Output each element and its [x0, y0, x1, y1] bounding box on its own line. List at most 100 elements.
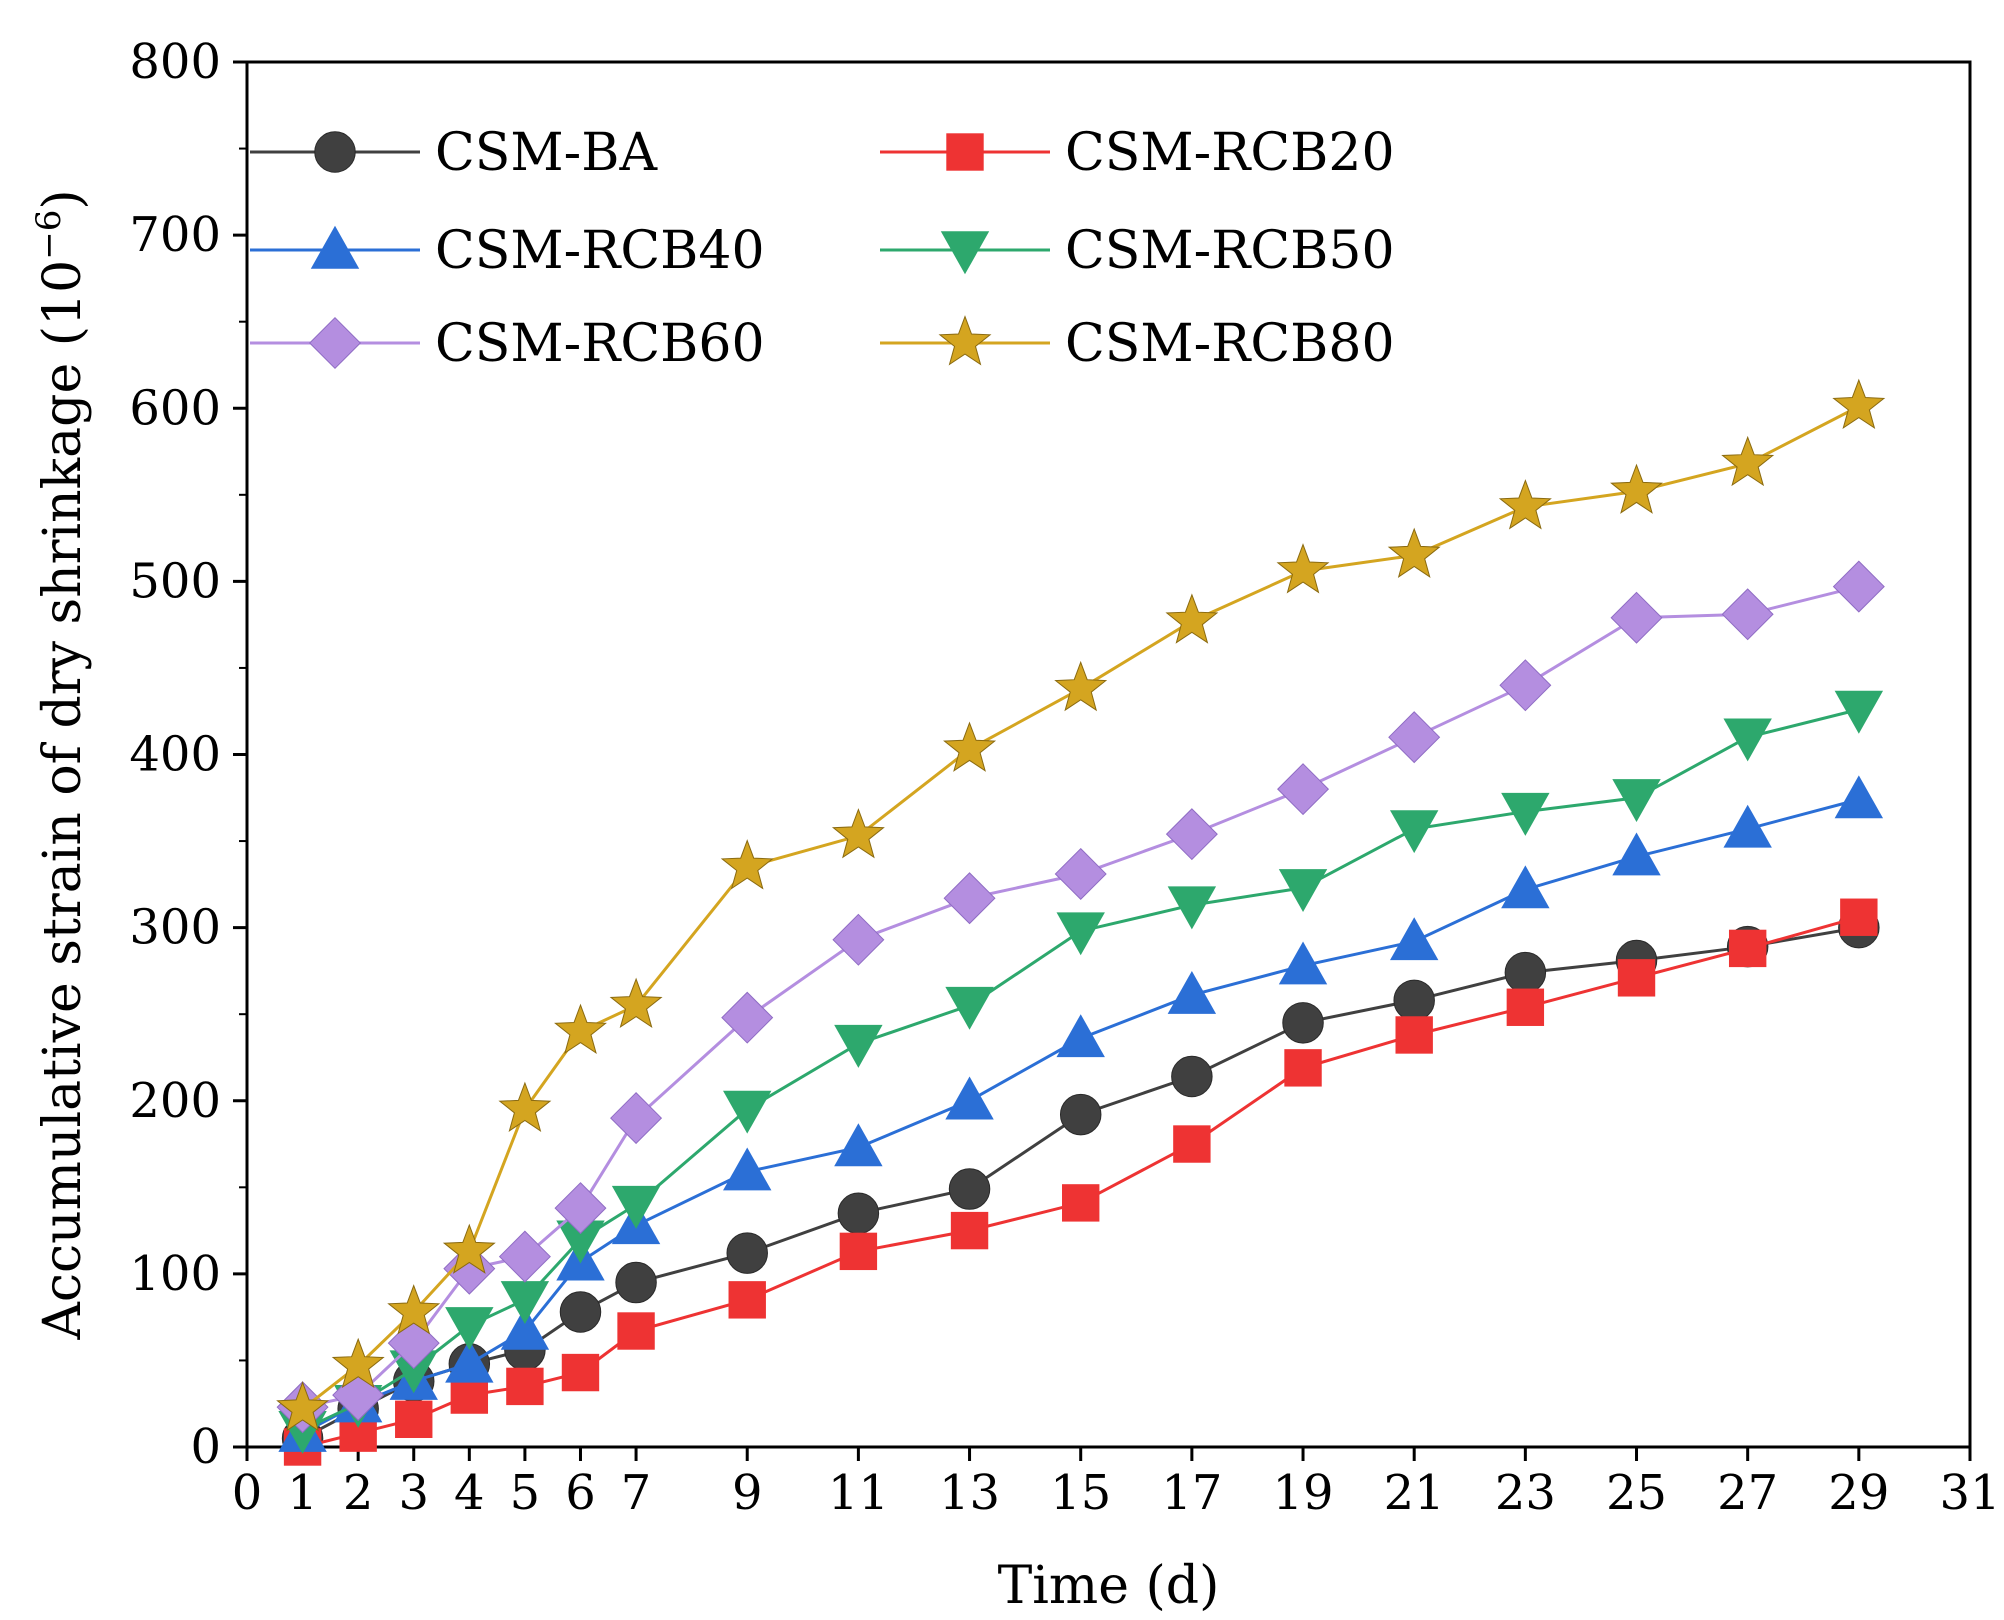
data-point [948, 1168, 991, 1210]
data-point [1504, 951, 1547, 994]
legend-marker [946, 133, 984, 171]
y-axis-title-close: ) [33, 189, 93, 209]
data-point [943, 872, 996, 925]
y-axis-title-main: Accumulative strain of dry shrinkage (10 [33, 260, 93, 1341]
data-point [1723, 804, 1772, 848]
data-point [445, 1339, 494, 1383]
data-point [1501, 792, 1550, 836]
y-tick-label: 0 [190, 1419, 221, 1475]
y-tick-label: 300 [129, 900, 221, 956]
x-axis-title: Time (d) [998, 1556, 1220, 1616]
data-point [1832, 560, 1885, 613]
x-tick-label: 3 [398, 1465, 429, 1521]
legend-marker [938, 315, 992, 366]
y-tick-label: 100 [129, 1246, 221, 1302]
data-point [1167, 970, 1217, 1014]
legend-marker [940, 231, 990, 275]
data-point [1276, 543, 1330, 594]
data-point [1612, 832, 1661, 876]
data-point [1278, 869, 1328, 913]
legend-item-csm-rcb60: CSM-RCB60 [250, 314, 765, 374]
x-tick-label: 21 [1384, 1465, 1445, 1521]
data-point [1056, 912, 1105, 956]
data-point [617, 1312, 655, 1350]
y-axis-title-superscript: −6 [29, 210, 69, 260]
legend: CSM-BA CSM-RCB20 CSM-RCB40 CSM-RCB50 CSM-RCB… [250, 123, 1395, 374]
data-point [945, 986, 994, 1030]
data-point [1387, 527, 1441, 578]
data-point [720, 839, 774, 890]
legend-label: CSM-RCB80 [1065, 314, 1395, 374]
series-line [301, 708, 1860, 1432]
y-tick-label: 700 [129, 207, 221, 263]
x-tick-label: 11 [828, 1465, 889, 1521]
data-point [561, 1353, 600, 1392]
data-point [445, 1307, 494, 1351]
legend-label: CSM-RCB40 [435, 221, 765, 281]
data-point [1393, 979, 1435, 1022]
x-tick-label: 4 [454, 1465, 485, 1521]
data-point [1834, 690, 1884, 734]
legend-marker [314, 131, 356, 173]
data-point [1171, 1055, 1213, 1098]
data-point [1501, 865, 1550, 909]
data-point [1610, 463, 1663, 514]
x-tick-label: 5 [510, 1465, 541, 1521]
series-csm-rcb80 [276, 378, 1886, 1432]
x-tick-label: 1 [287, 1465, 318, 1521]
data-point [1165, 808, 1218, 861]
x-tick-label: 0 [232, 1465, 263, 1521]
data-point [1277, 763, 1330, 816]
y-tick-label: 800 [129, 34, 221, 90]
data-point [945, 1076, 994, 1120]
data-point [1610, 591, 1663, 644]
data-point [831, 808, 885, 859]
data-point [498, 1081, 552, 1132]
data-point [1389, 917, 1439, 961]
data-point [1284, 1049, 1322, 1087]
series-csm-rcb20 [283, 898, 1878, 1466]
data-point [554, 1003, 607, 1055]
x-tick-label: 19 [1272, 1465, 1333, 1521]
data-point [834, 1123, 883, 1167]
data-point [1165, 593, 1219, 644]
data-point [723, 1147, 772, 1191]
legend-item-csm-ba: CSM-BA [250, 123, 658, 183]
series-csm-rcb50 [278, 690, 1884, 1454]
x-tick-label: 25 [1606, 1465, 1667, 1521]
data-point [1840, 898, 1878, 936]
data-point [1721, 588, 1774, 641]
y-tick-label: 600 [129, 380, 221, 436]
data-point [723, 1090, 772, 1134]
data-point [943, 721, 997, 772]
data-point [839, 1232, 878, 1271]
data-point [832, 913, 885, 966]
data-point [1617, 959, 1656, 997]
data-point [610, 1092, 663, 1145]
data-point [611, 1185, 661, 1229]
y-axis-title: Accumulative strain of dry shrinkage (10… [29, 189, 93, 1340]
data-point [1834, 775, 1884, 819]
data-point [1721, 435, 1775, 487]
y-tick-label: 400 [129, 727, 221, 783]
legend-label: CSM-BA [435, 123, 658, 183]
data-point [615, 1261, 657, 1304]
data-point [1832, 378, 1886, 430]
x-tick-label: 15 [1050, 1465, 1111, 1521]
data-point [395, 1400, 433, 1438]
data-point [331, 1337, 385, 1389]
y-tick-label: 500 [129, 553, 221, 609]
legend-marker [308, 316, 362, 370]
data-point [726, 1232, 768, 1274]
legend-item-csm-rcb50: CSM-RCB50 [880, 221, 1395, 281]
legend-label: CSM-RCB20 [1065, 123, 1395, 183]
data-point [1395, 1016, 1433, 1054]
data-point [498, 1230, 551, 1283]
series-layer [276, 378, 1886, 1466]
x-tick-label: 31 [1939, 1465, 2000, 1521]
x-tick-label: 13 [939, 1465, 1000, 1521]
data-point [556, 1220, 605, 1264]
legend-label: CSM-RCB50 [1065, 221, 1395, 281]
data-point [1506, 988, 1545, 1026]
data-point [443, 1242, 496, 1295]
